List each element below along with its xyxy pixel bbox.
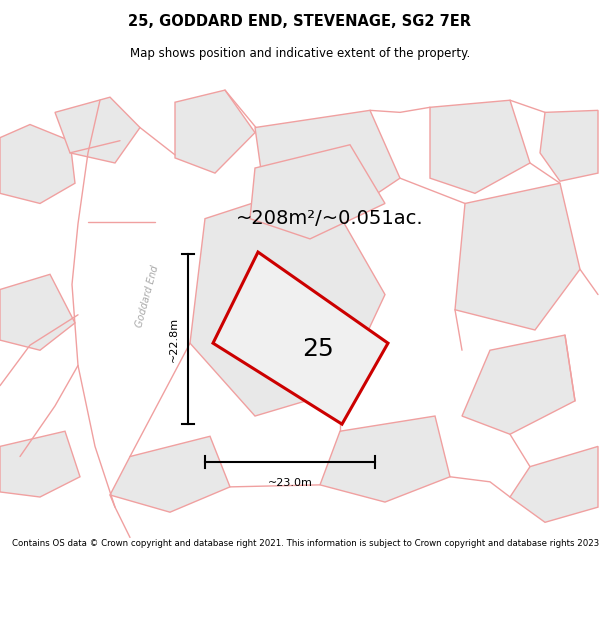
Polygon shape [190,181,385,416]
Text: Contains OS data © Crown copyright and database right 2021. This information is : Contains OS data © Crown copyright and d… [12,539,600,548]
Text: 25, GODDARD END, STEVENAGE, SG2 7ER: 25, GODDARD END, STEVENAGE, SG2 7ER [128,14,472,29]
Polygon shape [55,97,140,163]
Polygon shape [455,183,580,330]
Polygon shape [0,124,75,204]
Polygon shape [110,436,230,512]
Text: ~208m²/~0.051ac.: ~208m²/~0.051ac. [236,209,424,228]
Text: ~23.0m: ~23.0m [268,478,313,488]
Polygon shape [510,446,598,522]
Polygon shape [430,100,530,193]
Text: ~22.8m: ~22.8m [169,316,179,362]
Polygon shape [250,145,385,239]
Polygon shape [0,431,80,497]
Polygon shape [462,335,575,434]
Text: Goddard End: Goddard End [134,264,160,329]
Text: 25: 25 [302,337,334,361]
Polygon shape [175,90,255,173]
Polygon shape [213,252,388,424]
Polygon shape [0,274,75,350]
Polygon shape [255,111,400,222]
Polygon shape [320,416,450,502]
Text: Map shows position and indicative extent of the property.: Map shows position and indicative extent… [130,47,470,60]
Polygon shape [540,111,598,181]
